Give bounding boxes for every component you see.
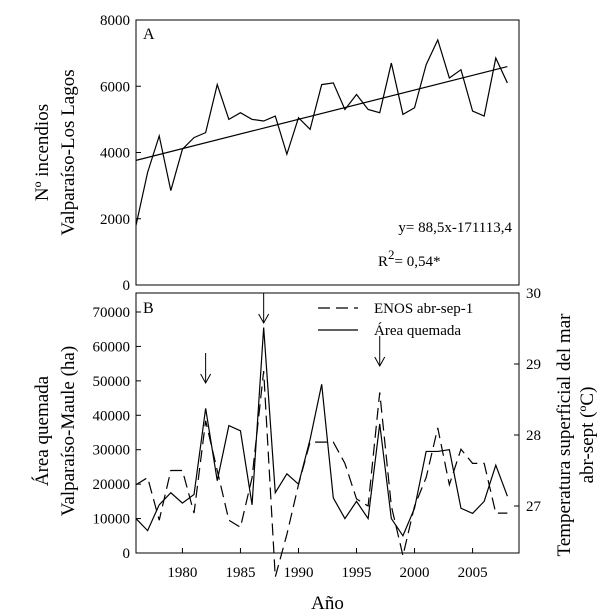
panel-a-ytick-label: 2000	[100, 212, 130, 228]
panel-b-y2tick-label: 27	[526, 499, 542, 515]
panel-a-ytick-label: 6000	[100, 79, 130, 95]
panel-a-ylabel-line2: Valparaíso-Los Lagos	[58, 69, 79, 235]
burned-area-series-line	[135, 327, 508, 538]
panel-b-xtick-label: 2005	[458, 565, 488, 581]
panel-b-ytick-label: 40000	[93, 408, 131, 424]
r-squared-text: R2= 0,54*	[378, 247, 440, 270]
panel-b-ytick-label: 70000	[93, 305, 131, 321]
regression-equation: y= 88,5x-171113,4	[398, 220, 512, 236]
panel-a-ytick-label: 8000	[100, 13, 130, 29]
panel-b-xtick-label: 1990	[283, 565, 313, 581]
panel-b-ytick-label: 60000	[93, 339, 131, 355]
event-arrow-head	[374, 356, 386, 368]
panel-b-ytick-label: 0	[123, 546, 131, 562]
panel-b-ytick-label: 10000	[93, 512, 131, 528]
panel-b-ytick-label: 20000	[93, 477, 131, 493]
panel-b: B 0 10000 20000 30000 40000 50000 60000 70000 27 2…	[31, 286, 598, 614]
event-arrow-head	[258, 313, 270, 325]
panel-b-xtick-label: 1985	[225, 565, 255, 581]
legend-enso-label: ENOS abr-sep-1	[374, 301, 473, 317]
panel-b-xtick-label: 1980	[167, 565, 197, 581]
panel-a-ytick-label: 4000	[100, 146, 130, 162]
panel-b-ytick-label: 30000	[93, 443, 131, 459]
panel-a-ytick-label: 0	[123, 278, 131, 294]
enso-series-line	[135, 371, 508, 578]
panel-b-ytick-label: 50000	[93, 374, 131, 390]
panel-b-y2label-line1: Temperatura superficial del mar	[554, 313, 575, 557]
event-arrow-head	[200, 373, 212, 385]
legend-box	[312, 296, 512, 340]
legend-area-label: Área quemada	[374, 322, 461, 339]
panel-b-xtick-label: 1995	[342, 565, 372, 581]
panel-a-label: A	[143, 26, 155, 43]
panel-b-ylabel-line1: Área quemada	[31, 375, 53, 486]
panel-b-xtick-label: 2000	[400, 565, 430, 581]
panel-b-label: B	[143, 300, 154, 317]
panel-b-y2label-line2: abr-sept (ºC)	[577, 387, 598, 484]
panel-a-frame	[135, 19, 520, 286]
panel-a-series-line	[135, 38, 508, 226]
panel-b-y2tick-label: 28	[526, 428, 541, 444]
panel-b-ylabel-line2: Valparaíso-Maule (ha)	[58, 346, 79, 516]
panel-b-frame	[135, 292, 520, 554]
panel-b-y2tick-label: 30	[526, 286, 541, 302]
x-axis-label: Año	[311, 593, 344, 614]
panel-a: A 0 2000 4000 6000 8000 Nº incendios Valparaíso…	[32, 13, 520, 294]
panel-b-y2tick-label: 29	[526, 357, 541, 373]
panel-a-trendline	[135, 65, 508, 161]
panel-a-ylabel-line1: Nº incendios	[32, 104, 53, 201]
